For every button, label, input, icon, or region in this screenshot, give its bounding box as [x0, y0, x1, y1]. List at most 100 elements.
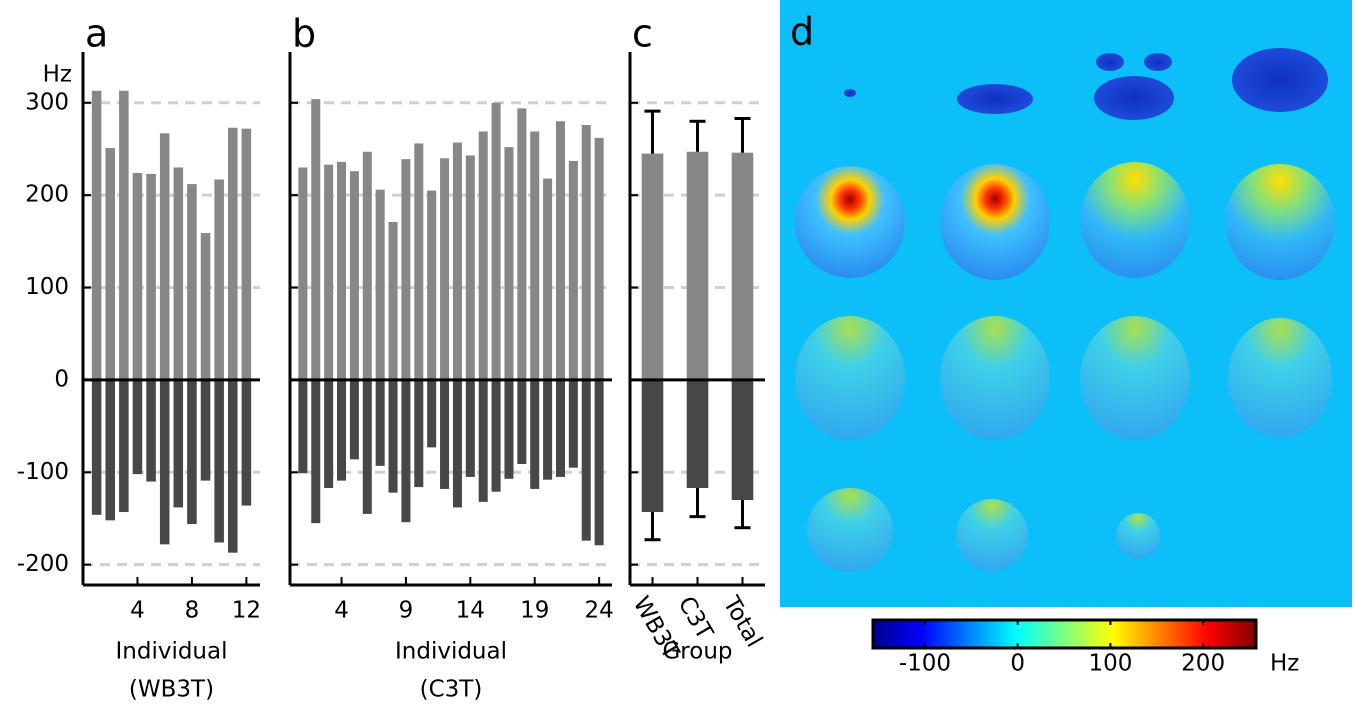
- bar: [337, 380, 346, 481]
- slice: [1228, 318, 1332, 438]
- x-tick-label: 14: [456, 598, 485, 624]
- slice: [844, 89, 856, 97]
- bar: [350, 380, 359, 459]
- x-axis-label: Individual: [395, 639, 507, 665]
- bar: [530, 380, 539, 489]
- bar: [479, 380, 488, 502]
- bar: [214, 380, 224, 543]
- y-tick-label: 200: [25, 182, 69, 208]
- slice: [795, 316, 905, 440]
- y-tick-label: 0: [54, 366, 69, 392]
- bar: [389, 222, 398, 380]
- bar: [687, 380, 709, 488]
- bar: [504, 147, 513, 380]
- bar: [517, 108, 526, 380]
- bar: [105, 148, 115, 380]
- slice: [956, 499, 1028, 571]
- bar: [569, 380, 578, 468]
- bar: [363, 152, 372, 380]
- bar: [556, 121, 565, 380]
- colorbar-tick-label: -100: [899, 651, 951, 677]
- slice: [1144, 53, 1172, 71]
- slice: [1232, 48, 1328, 112]
- bar: [414, 380, 423, 487]
- y-tick-label: -100: [17, 459, 69, 485]
- x-tick-label: 24: [584, 598, 613, 624]
- bar: [543, 380, 552, 480]
- bar: [642, 380, 664, 512]
- bar: [401, 159, 410, 380]
- y-tick-label: 300: [25, 89, 69, 115]
- x-tick-label: 4: [334, 598, 349, 624]
- bar: [427, 380, 436, 447]
- bar: [732, 380, 754, 500]
- bar: [389, 380, 398, 493]
- y-tick-label: -200: [17, 551, 69, 577]
- bar: [732, 153, 754, 380]
- bar: [311, 380, 320, 523]
- bar: [160, 380, 170, 544]
- x-axis-label: (C3T): [420, 677, 483, 703]
- slice: [1080, 162, 1190, 278]
- bar: [543, 179, 552, 380]
- bar: [324, 380, 333, 488]
- panel-label: d: [790, 10, 814, 54]
- bar: [363, 380, 372, 514]
- bar: [414, 143, 423, 379]
- figure: aHz-200-10001002003004812Individual(WB3T…: [0, 0, 1358, 711]
- bar: [492, 380, 501, 492]
- bar: [201, 233, 211, 380]
- bar: [187, 184, 197, 380]
- colorbar: [873, 620, 1256, 648]
- x-tick-label: 19: [520, 598, 549, 624]
- slice: [957, 84, 1033, 114]
- bar: [174, 167, 184, 379]
- x-tick-label: C3T: [673, 592, 718, 645]
- bar: [595, 380, 604, 545]
- bar: [324, 165, 333, 380]
- slice: [1094, 76, 1174, 120]
- slice: [1116, 513, 1160, 559]
- x-axis-label: Group: [662, 639, 732, 665]
- colorbar-tick-label: 200: [1181, 651, 1225, 677]
- bar: [133, 173, 143, 380]
- bar: [492, 103, 501, 380]
- bar: [479, 131, 488, 379]
- bar: [466, 380, 475, 477]
- bar: [174, 380, 184, 507]
- bar: [187, 380, 197, 524]
- bar: [687, 152, 709, 380]
- bar: [160, 133, 170, 380]
- bar: [298, 380, 307, 473]
- colorbar-tick-label: 100: [1088, 651, 1132, 677]
- bar: [453, 380, 462, 507]
- bar: [517, 380, 526, 464]
- bar: [401, 380, 410, 522]
- bar: [228, 380, 238, 553]
- bar: [146, 380, 156, 482]
- bar: [530, 131, 539, 379]
- x-tick-label: 4: [130, 598, 145, 624]
- y-tick-label: 100: [25, 274, 69, 300]
- x-tick-label: 8: [185, 598, 200, 624]
- bar: [119, 91, 129, 380]
- slice: [795, 166, 905, 278]
- slice: [1225, 164, 1335, 280]
- bar: [201, 380, 211, 481]
- bar: [466, 155, 475, 379]
- bar: [242, 129, 252, 380]
- panel-d: [780, 0, 1352, 607]
- y-axis-label: Hz: [43, 62, 72, 88]
- slice: [940, 316, 1050, 440]
- bar: [376, 380, 385, 466]
- x-axis-label: Individual: [115, 639, 227, 665]
- colorbar-tick-label: 0: [1010, 651, 1025, 677]
- bar: [350, 171, 359, 380]
- bar: [92, 91, 102, 380]
- bar: [376, 190, 385, 380]
- bar: [214, 179, 224, 379]
- bar: [642, 154, 664, 380]
- bar: [556, 380, 565, 477]
- bar: [582, 125, 591, 380]
- slice: [1080, 316, 1190, 440]
